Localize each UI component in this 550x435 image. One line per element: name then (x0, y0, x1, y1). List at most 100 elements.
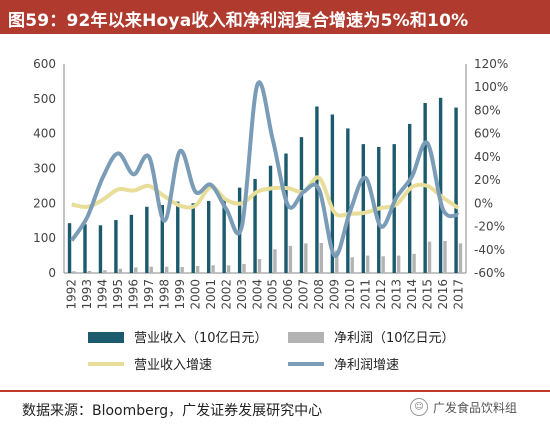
net-profit-bar (180, 267, 184, 273)
x-tick-label: 2009 (328, 279, 342, 310)
revenue-bar (299, 137, 304, 273)
left-tick-label: 0 (48, 266, 56, 280)
legend: 营业收入（10亿日元） 净利润（10亿日元） 营业收入增速 净利润增速 (88, 331, 455, 373)
chart-title: 图59：92年以来Hoya收入和净利润复合增速为5%和10% (8, 11, 469, 31)
legend-swatch-net-profit (288, 332, 324, 343)
revenue-bar (206, 200, 211, 273)
watermark: ☺ 广发食品饮料组 (410, 398, 517, 416)
revenue-bar (83, 224, 87, 273)
revenue-bar (191, 203, 195, 273)
right-tick-label: -60% (474, 266, 505, 280)
revenue-bar (315, 106, 319, 273)
revenue-bar (160, 205, 164, 273)
revenue-bar (129, 214, 134, 273)
net-profit-bar (350, 257, 354, 273)
right-tick-label: 40% (474, 150, 501, 164)
right-tick-label: -20% (474, 220, 505, 234)
net-profit-bar (118, 268, 123, 273)
x-tick-label: 1992 (65, 279, 79, 310)
plot-area: 0 100 200 300 400 500 600 -60% -40% -20% 0% 20% 40% 6… (33, 57, 508, 310)
revenue-bar (145, 206, 149, 273)
legend-label-net-profit: 净利润（10亿日元） (334, 331, 455, 346)
left-tick-label: 300 (33, 162, 56, 176)
x-tick-label: 2005 (266, 279, 280, 310)
left-tick-label: 100 (33, 231, 56, 245)
net-profit-bar (396, 255, 401, 273)
revenue-bar (407, 123, 412, 273)
x-tick-label: 1996 (127, 279, 141, 310)
revenue-bar (454, 107, 458, 274)
x-tick-label: 2017 (451, 279, 465, 310)
x-tick-label: 2010 (343, 279, 357, 310)
revenue-bar (361, 144, 365, 273)
left-tick-label: 400 (33, 127, 56, 141)
x-tick-label: 1998 (158, 279, 172, 310)
right-tick-label: -40% (474, 243, 505, 257)
revenue-bar (253, 178, 257, 273)
x-tick-label: 1995 (111, 279, 125, 310)
x-tick-label: 2014 (405, 279, 419, 310)
x-tick-label: 2001 (204, 279, 218, 310)
revenue-bar (67, 223, 72, 273)
revenue-growth-line (71, 175, 460, 218)
net-profit-bar (335, 250, 339, 273)
net-profit-bar (149, 266, 153, 273)
x-tick-label: 2006 (281, 279, 295, 310)
x-tick-label: 2013 (389, 279, 403, 310)
revenue-bar (114, 220, 118, 273)
net-profit-bar (134, 267, 138, 273)
x-tick-label: 2008 (312, 279, 326, 310)
right-tick-label: 120% (474, 57, 508, 71)
net-profit-bar (257, 259, 262, 273)
net-profit-bar (458, 243, 463, 273)
x-tick-label: 2015 (420, 279, 434, 310)
legend-swatch-revenue (88, 332, 124, 343)
x-tick-label: 2016 (436, 279, 450, 310)
revenue-bar (346, 128, 350, 273)
net-profit-bar (427, 241, 432, 273)
net-profit-bar (381, 256, 385, 273)
x-tick-label: 2004 (250, 279, 264, 310)
x-tick-label: 2003 (235, 279, 249, 310)
legend-label-revenue: 营业收入（10亿日元） (134, 331, 268, 346)
revenue-bar (222, 198, 226, 273)
revenue-bar (268, 165, 273, 273)
net-profit-bar (273, 249, 277, 273)
x-tick-label: 2007 (297, 279, 311, 310)
net-profit-bar (412, 253, 416, 273)
revenue-bar (284, 153, 288, 273)
net-profit-bar (319, 243, 324, 273)
x-tick-label: 1997 (142, 279, 156, 310)
net-profit-bar (103, 270, 107, 273)
x-tick-label: 2002 (219, 279, 233, 310)
chart: 0 100 200 300 400 500 600 -60% -40% -20% 0% 20% 40% 6… (33, 57, 508, 373)
net-profit-bar (242, 263, 246, 273)
net-profit-bar (195, 266, 200, 273)
x-tick-label: 2012 (374, 279, 388, 310)
net-profit-bar (304, 243, 308, 273)
revenue-bar (98, 225, 103, 273)
x-tick-label: 2000 (188, 279, 202, 310)
net-profit-bar (72, 271, 76, 273)
net-profit-bar (87, 270, 92, 273)
right-tick-label: 0% (474, 196, 493, 210)
net-profit-bar (443, 240, 447, 273)
legend-label-profit-growth: 净利润增速 (334, 358, 399, 373)
right-tick-label: 20% (474, 173, 501, 187)
net-profit-bar (211, 265, 215, 273)
x-tick-label: 1994 (96, 279, 110, 310)
right-tick-label: 60% (474, 127, 501, 141)
wechat-icon: ☺ (410, 398, 428, 416)
right-tick-label: 80% (474, 103, 501, 117)
x-tick-label: 1999 (173, 279, 187, 310)
revenue-bar (392, 144, 396, 273)
watermark-text: 广发食品饮料组 (433, 400, 518, 415)
source-note: 数据来源：Bloomberg，广发证券发展研究中心 (22, 403, 323, 419)
net-profit-bar (288, 245, 293, 273)
revenue-bar (423, 103, 427, 273)
source-divider (0, 390, 550, 392)
left-tick-label: 500 (33, 92, 56, 106)
x-tick-label: 1993 (80, 279, 94, 310)
right-tick-label: 100% (474, 80, 508, 94)
net-profit-bar (226, 265, 231, 273)
